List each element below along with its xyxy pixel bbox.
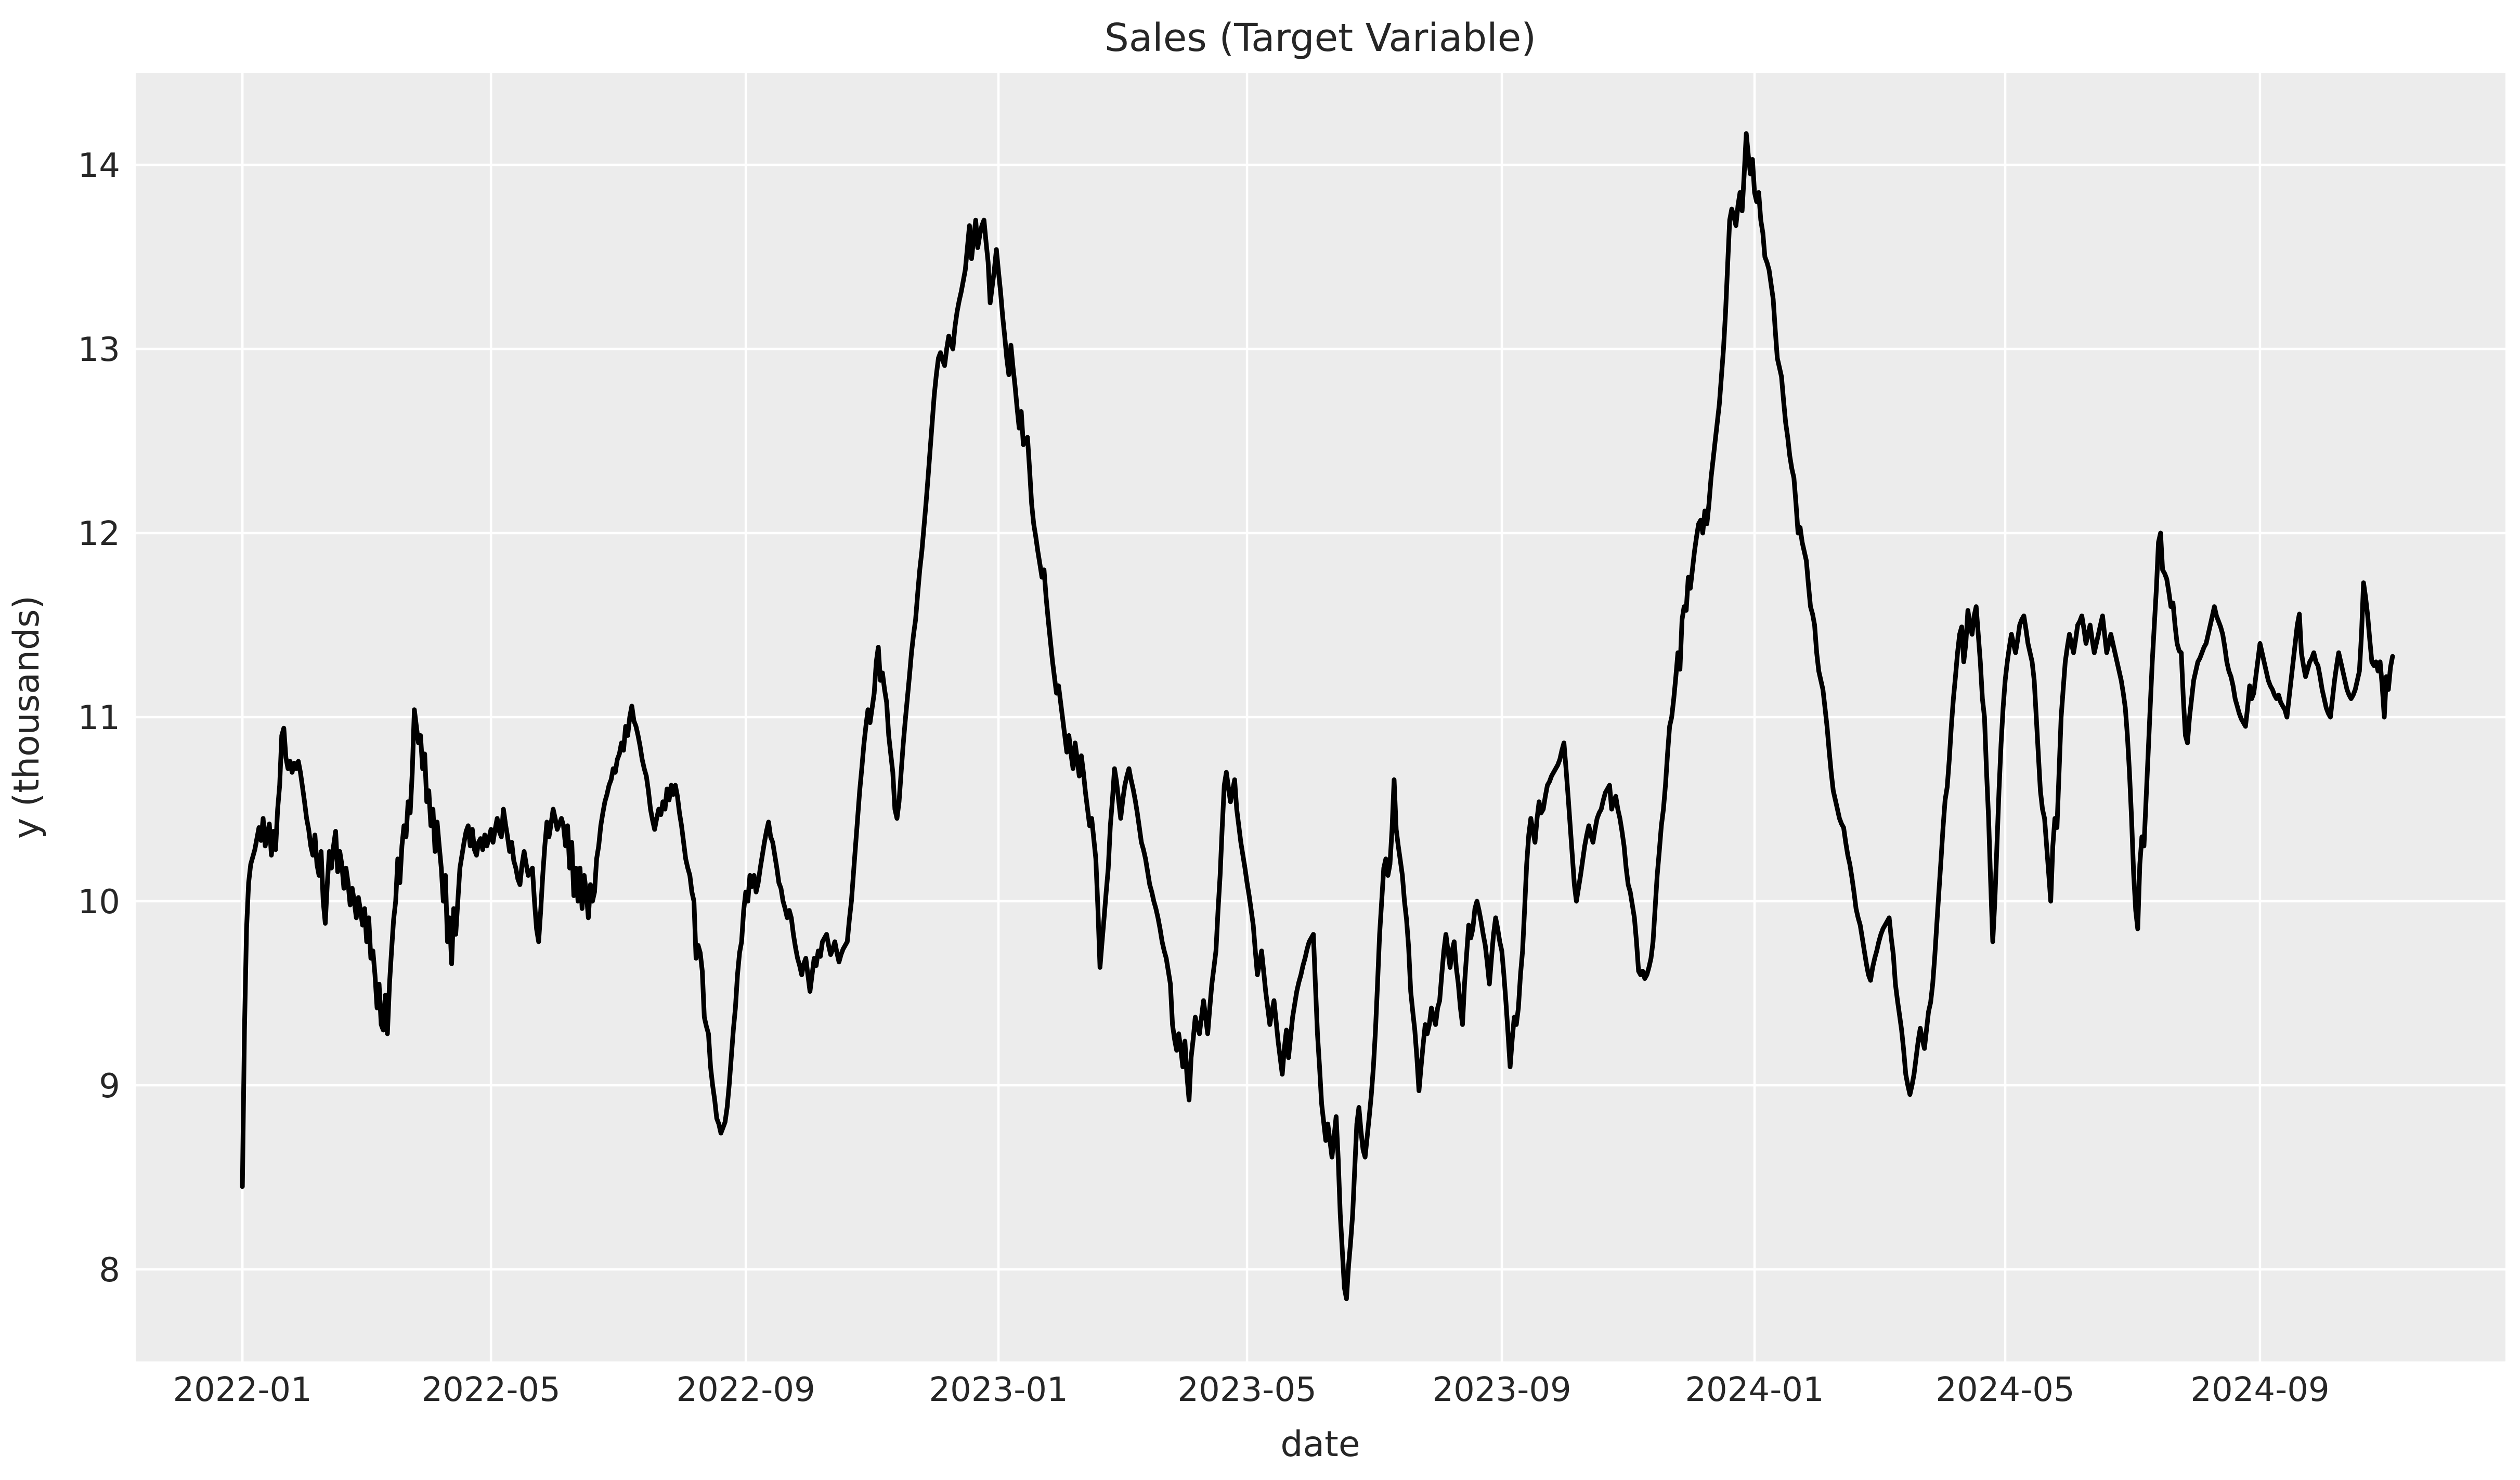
chart-title: Sales (Target Variable) bbox=[1105, 16, 1536, 60]
series-layer bbox=[240, 131, 2395, 1302]
x-axis-label: date bbox=[1280, 1424, 1360, 1465]
y-tick-label: 13 bbox=[78, 331, 120, 369]
y-tick-label: 14 bbox=[78, 147, 120, 185]
x-tick-label: 2024-01 bbox=[1685, 1371, 1824, 1409]
y-tick-label: 10 bbox=[78, 883, 120, 921]
x-tick-label: 2022-01 bbox=[173, 1371, 311, 1409]
y-tick-label: 8 bbox=[99, 1251, 120, 1290]
sales-series-line bbox=[240, 131, 2395, 1302]
x-tick-label: 2024-09 bbox=[2190, 1371, 2329, 1409]
x-tick-label: 2024-05 bbox=[1936, 1371, 2074, 1409]
y-tick-label: 9 bbox=[99, 1067, 120, 1106]
y-tick-label: 12 bbox=[78, 515, 120, 553]
x-tick-label: 2022-05 bbox=[421, 1371, 560, 1409]
y-axis-label: y (thousands) bbox=[6, 595, 47, 839]
tick-labels: 8 9 10 11 12 13 14 2022-01 2022-05 2022-09 2023-01… bbox=[78, 147, 2330, 1409]
x-tick-label: 2022-09 bbox=[676, 1371, 815, 1409]
y-tick-label: 11 bbox=[78, 699, 120, 737]
x-tick-label: 2023-09 bbox=[1432, 1371, 1571, 1409]
x-tick-label: 2023-01 bbox=[929, 1371, 1068, 1409]
x-tick-label: 2023-05 bbox=[1177, 1371, 1316, 1409]
